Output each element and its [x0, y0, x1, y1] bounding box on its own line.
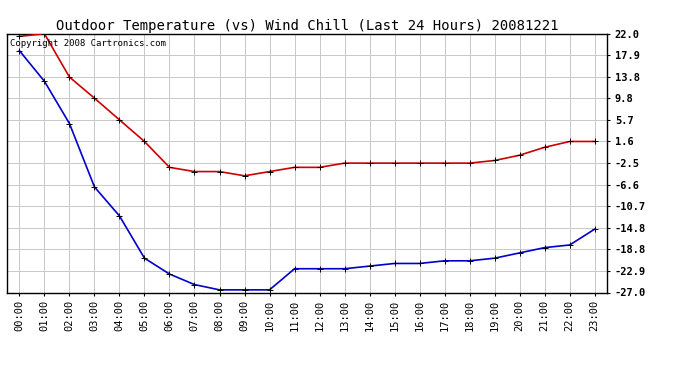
- Title: Outdoor Temperature (vs) Wind Chill (Last 24 Hours) 20081221: Outdoor Temperature (vs) Wind Chill (Las…: [56, 19, 558, 33]
- Text: Copyright 2008 Cartronics.com: Copyright 2008 Cartronics.com: [10, 39, 166, 48]
